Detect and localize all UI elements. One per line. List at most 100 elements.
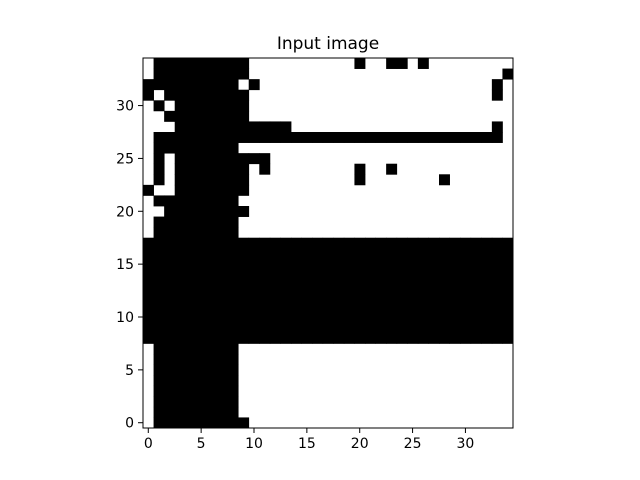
pixel-cell: [312, 301, 323, 312]
pixel-cell: [492, 121, 503, 132]
pixel-cell: [154, 174, 165, 185]
pixel-cell: [502, 269, 513, 280]
pixel-cell: [196, 238, 207, 249]
pixel-cell: [386, 269, 397, 280]
pixel-cell: [354, 322, 365, 333]
pixel-cell: [175, 280, 186, 291]
pixel-cell: [450, 291, 461, 302]
pixel-cell: [291, 312, 302, 323]
pixel-cell: [471, 291, 482, 302]
pixel-cell: [397, 238, 408, 249]
pixel-cell: [196, 259, 207, 270]
pixel-cell: [302, 248, 313, 259]
pixel-cell: [259, 291, 270, 302]
pixel-cell: [386, 259, 397, 270]
pixel-cell: [471, 301, 482, 312]
pixel-cell: [333, 312, 344, 323]
pixel-cell: [164, 386, 175, 397]
pixel-cell: [217, 238, 228, 249]
pixel-cell: [291, 301, 302, 312]
pixel-cell: [376, 291, 387, 302]
pixel-cell: [428, 259, 439, 270]
pixel-cell: [154, 79, 165, 90]
pixel-cell: [365, 259, 376, 270]
pixel-cell: [217, 280, 228, 291]
pixel-cell: [185, 121, 196, 132]
pixel-cell: [164, 79, 175, 90]
pixel-cell: [206, 164, 217, 175]
pixel-cell: [154, 386, 165, 397]
pixel-cell: [270, 248, 281, 259]
x-tick-label: 10: [245, 436, 263, 452]
pixel-cell: [175, 312, 186, 323]
pixel-cell: [502, 69, 513, 80]
pixel-cell: [185, 217, 196, 228]
pixel-cell: [407, 132, 418, 143]
pixel-cell: [217, 79, 228, 90]
pixel-cell: [185, 333, 196, 344]
pixel-cell: [323, 248, 334, 259]
pixel-cell: [206, 417, 217, 428]
x-tick-label: 25: [404, 436, 422, 452]
pixel-cell: [175, 79, 186, 90]
pixel-cell: [228, 259, 239, 270]
pixel-cell: [217, 396, 228, 407]
pixel-cell: [206, 206, 217, 217]
pixel-cell: [450, 301, 461, 312]
pixel-cell: [217, 375, 228, 386]
pixel-cell: [196, 375, 207, 386]
pixel-cell: [175, 100, 186, 111]
pixel-cell: [238, 111, 249, 122]
pixel-cell: [185, 206, 196, 217]
pixel-cell: [323, 280, 334, 291]
pixel-cell: [270, 301, 281, 312]
pixel-cell: [386, 280, 397, 291]
pixel-cell: [344, 322, 355, 333]
pixel-cell: [154, 312, 165, 323]
pixel-cell: [471, 269, 482, 280]
pixel-cell: [228, 100, 239, 111]
pixel-cell: [270, 322, 281, 333]
pixel-cell: [196, 386, 207, 397]
pixel-cell: [376, 248, 387, 259]
pixel-cell: [333, 280, 344, 291]
pixel-cell: [217, 343, 228, 354]
pixel-cell: [450, 248, 461, 259]
pixel-cell: [206, 100, 217, 111]
pixel-cell: [143, 259, 154, 270]
pixel-cell: [270, 132, 281, 143]
pixel-cell: [439, 312, 450, 323]
pixel-cell: [185, 365, 196, 376]
pixel-cell: [196, 269, 207, 280]
pixel-cell: [143, 322, 154, 333]
pixel-cell: [302, 269, 313, 280]
pixel-cell: [164, 375, 175, 386]
pixel-cell: [185, 354, 196, 365]
pixel-cell: [418, 248, 429, 259]
pixel-cell: [185, 280, 196, 291]
pixel-cell: [238, 259, 249, 270]
pixel-cell: [291, 238, 302, 249]
pixel-cell: [217, 301, 228, 312]
pixel-cell: [418, 301, 429, 312]
pixel-cell: [196, 111, 207, 122]
pixel-cell: [428, 312, 439, 323]
pixel-cell: [397, 269, 408, 280]
pixel-cell: [439, 174, 450, 185]
pixel-cell: [185, 185, 196, 196]
pixel-cell: [270, 269, 281, 280]
pixel-cell: [418, 58, 429, 69]
pixel-cell: [354, 291, 365, 302]
pixel-cell: [206, 143, 217, 154]
pixel-cell: [323, 291, 334, 302]
pixel-cell: [164, 407, 175, 418]
pixel-cell: [164, 365, 175, 376]
pixel-cell: [354, 259, 365, 270]
pixel-cell: [502, 238, 513, 249]
pixel-cell: [333, 238, 344, 249]
pixel-cell: [196, 195, 207, 206]
pixel-cell: [386, 164, 397, 175]
pixel-cell: [354, 333, 365, 344]
pixel-cell: [323, 259, 334, 270]
